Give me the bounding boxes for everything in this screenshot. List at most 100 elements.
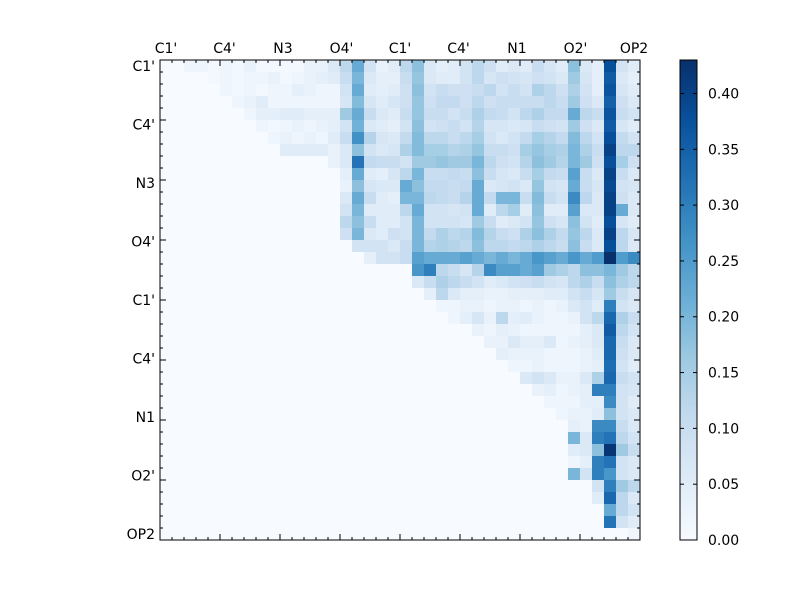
heatmap-cell <box>208 156 221 169</box>
heatmap-cell <box>388 132 401 145</box>
heatmap-cell <box>352 312 365 325</box>
heatmap-cell <box>616 336 629 349</box>
heatmap-cell <box>184 336 197 349</box>
heatmap-cell <box>484 468 497 481</box>
heatmap-cell <box>196 108 209 121</box>
heatmap-cell <box>184 144 197 157</box>
heatmap-cell <box>352 336 365 349</box>
heatmap-cell <box>544 300 557 313</box>
heatmap-cell <box>280 312 293 325</box>
heatmap-cell <box>196 132 209 145</box>
heatmap-cell <box>544 60 557 73</box>
heatmap-cell <box>316 216 329 229</box>
heatmap-cell <box>184 360 197 373</box>
heatmap-cell <box>616 156 629 169</box>
heatmap-cell <box>232 144 245 157</box>
heatmap-cell <box>376 108 389 121</box>
heatmap-cell <box>628 468 641 481</box>
heatmap-cell <box>532 60 545 73</box>
heatmap-cell <box>508 528 521 541</box>
heatmap-cell <box>436 360 449 373</box>
heatmap-cell <box>520 480 533 493</box>
heatmap-cell <box>460 168 473 181</box>
heatmap-cell <box>496 396 509 409</box>
heatmap-cell <box>508 228 521 241</box>
heatmap-cell <box>424 372 437 385</box>
heatmap-cell <box>580 84 593 97</box>
heatmap-cell <box>472 312 485 325</box>
heatmap-cell <box>280 468 293 481</box>
heatmap-cell <box>592 84 605 97</box>
heatmap-cell <box>616 456 629 469</box>
heatmap-cell <box>316 84 329 97</box>
heatmap-cell <box>496 504 509 517</box>
heatmap-cell <box>520 336 533 349</box>
heatmap-cell <box>160 108 173 121</box>
heatmap-cell <box>160 144 173 157</box>
heatmap-cell <box>496 168 509 181</box>
heatmap-cell <box>484 204 497 217</box>
heatmap-cell <box>388 456 401 469</box>
heatmap-cell <box>160 252 173 265</box>
heatmap-cell <box>532 324 545 337</box>
heatmap-cell <box>292 72 305 85</box>
heatmap-cell <box>160 312 173 325</box>
heatmap-cell <box>412 504 425 517</box>
heatmap-cell <box>580 108 593 121</box>
heatmap-cell <box>592 528 605 541</box>
heatmap-cell <box>556 264 569 277</box>
heatmap-cell <box>232 492 245 505</box>
heatmap-cell <box>580 72 593 85</box>
heatmap-cell <box>628 168 641 181</box>
heatmap-cell <box>544 84 557 97</box>
heatmap-cell <box>364 144 377 157</box>
heatmap-cell <box>316 348 329 361</box>
heatmap-cell <box>232 408 245 421</box>
heatmap-cell <box>352 60 365 73</box>
heatmap-cell <box>196 300 209 313</box>
heatmap-cell <box>316 408 329 421</box>
heatmap-cell <box>304 96 317 109</box>
heatmap-cell <box>316 144 329 157</box>
heatmap-cell <box>352 516 365 529</box>
heatmap-cell <box>388 168 401 181</box>
heatmap-cell <box>616 492 629 505</box>
heatmap-cell <box>628 312 641 325</box>
heatmap-cell <box>532 456 545 469</box>
heatmap-cell <box>280 144 293 157</box>
heatmap-cell <box>292 300 305 313</box>
heatmap-cell <box>160 432 173 445</box>
heatmap-cell <box>544 468 557 481</box>
heatmap-cell <box>508 504 521 517</box>
heatmap-cell <box>340 324 353 337</box>
heatmap-cell <box>568 96 581 109</box>
heatmap-cell <box>556 396 569 409</box>
heatmap-cell <box>424 360 437 373</box>
heatmap-cell <box>196 84 209 97</box>
heatmap-cell <box>604 312 617 325</box>
heatmap-cell <box>220 252 233 265</box>
heatmap-cell <box>580 264 593 277</box>
heatmap-cell <box>604 156 617 169</box>
heatmap-cell <box>328 168 341 181</box>
heatmap-cell <box>424 468 437 481</box>
heatmap-cell <box>544 180 557 193</box>
heatmap-cell <box>256 180 269 193</box>
heatmap-cell <box>196 156 209 169</box>
heatmap-cell <box>364 96 377 109</box>
heatmap-cell <box>472 216 485 229</box>
heatmap-cell <box>292 504 305 517</box>
heatmap-cell <box>340 480 353 493</box>
heatmap-cell <box>472 420 485 433</box>
heatmap-cell <box>172 444 185 457</box>
heatmap-cell <box>532 348 545 361</box>
heatmap-cell <box>400 408 413 421</box>
heatmap-cell <box>412 456 425 469</box>
heatmap-cell <box>172 144 185 157</box>
heatmap-cell <box>172 360 185 373</box>
heatmap-cell <box>424 84 437 97</box>
heatmap-cell <box>316 132 329 145</box>
heatmap-cell <box>592 456 605 469</box>
heatmap-cell <box>172 372 185 385</box>
heatmap-cell <box>424 408 437 421</box>
